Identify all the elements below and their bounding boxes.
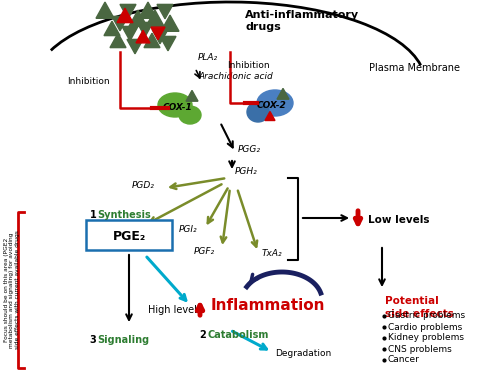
- Text: Anti-inflammatory
drugs: Anti-inflammatory drugs: [245, 10, 359, 31]
- Polygon shape: [152, 30, 168, 44]
- Polygon shape: [136, 30, 150, 43]
- Polygon shape: [151, 27, 165, 40]
- Polygon shape: [160, 36, 176, 51]
- Text: Gastric problems: Gastric problems: [388, 312, 465, 321]
- Text: PGE₂: PGE₂: [112, 230, 146, 243]
- Polygon shape: [96, 2, 114, 18]
- Text: Degradation: Degradation: [275, 349, 331, 357]
- Text: PLA₂: PLA₂: [198, 53, 218, 62]
- Text: Signaling: Signaling: [97, 335, 149, 345]
- Polygon shape: [110, 33, 126, 48]
- Text: Catabolism: Catabolism: [207, 330, 268, 340]
- Text: Inflammation: Inflammation: [211, 298, 325, 313]
- Polygon shape: [157, 5, 173, 19]
- Polygon shape: [112, 16, 128, 31]
- Text: Low levels: Low levels: [368, 215, 430, 225]
- Text: Cancer: Cancer: [388, 356, 420, 365]
- Text: Inhibition: Inhibition: [66, 77, 110, 86]
- Text: Plasma Membrane: Plasma Membrane: [369, 63, 460, 73]
- Text: Focus should be on this area (PGE2
metabolism and signaling) for avoiding
side e: Focus should be on this area (PGE2 metab…: [4, 230, 20, 349]
- Text: COX-1: COX-1: [163, 102, 193, 111]
- Text: 2: 2: [200, 330, 210, 340]
- Text: High levels: High levels: [148, 305, 202, 315]
- Polygon shape: [144, 33, 160, 48]
- Ellipse shape: [158, 93, 192, 117]
- Polygon shape: [120, 5, 136, 19]
- Text: PGI₂: PGI₂: [178, 226, 197, 235]
- Polygon shape: [137, 22, 153, 37]
- Text: Potential
side effects: Potential side effects: [385, 296, 454, 319]
- Ellipse shape: [247, 102, 269, 122]
- Ellipse shape: [257, 90, 293, 116]
- Polygon shape: [146, 10, 164, 26]
- Text: TxA₂: TxA₂: [262, 249, 282, 258]
- FancyBboxPatch shape: [86, 220, 172, 250]
- Text: Inhibition: Inhibition: [226, 61, 270, 69]
- Polygon shape: [104, 21, 120, 36]
- Text: PGH₂: PGH₂: [235, 168, 258, 177]
- Text: 3: 3: [90, 335, 100, 345]
- Ellipse shape: [179, 106, 201, 124]
- Polygon shape: [129, 10, 147, 26]
- Text: CNS problems: CNS problems: [388, 345, 452, 354]
- Text: PGG₂: PGG₂: [238, 146, 261, 155]
- Polygon shape: [139, 2, 157, 18]
- Polygon shape: [127, 39, 143, 54]
- Polygon shape: [161, 15, 179, 31]
- Text: Cardio problems: Cardio problems: [388, 323, 462, 332]
- Text: Synthesis: Synthesis: [97, 210, 151, 220]
- Text: Kidney problems: Kidney problems: [388, 334, 464, 343]
- Polygon shape: [265, 111, 275, 121]
- Text: COX-2: COX-2: [257, 100, 287, 110]
- Polygon shape: [117, 8, 133, 23]
- Polygon shape: [186, 91, 198, 101]
- Polygon shape: [122, 27, 138, 41]
- Text: 1: 1: [90, 210, 100, 220]
- Text: PGD₂: PGD₂: [132, 180, 155, 190]
- Text: Arachidonic acid: Arachidonic acid: [198, 72, 273, 81]
- Polygon shape: [277, 88, 289, 99]
- Text: PGF₂: PGF₂: [194, 247, 215, 257]
